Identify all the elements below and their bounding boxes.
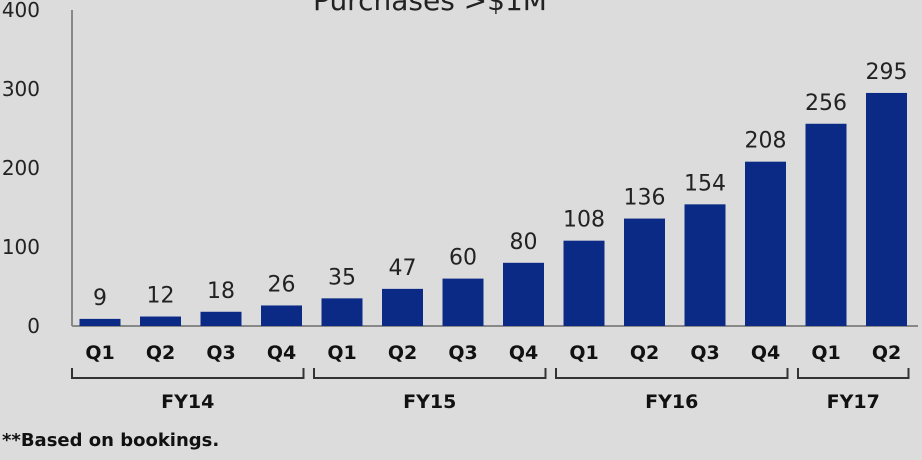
data-labels: 9 12 18 26 35 47 60 80 108 136 154 208 256 295	[93, 60, 908, 311]
y-tick-label: 100	[2, 235, 40, 259]
category-label: Q4	[267, 342, 296, 364]
category-label: Q1	[85, 342, 114, 364]
bar	[563, 240, 605, 326]
group-bracket	[797, 368, 910, 379]
category-label: Q1	[569, 342, 598, 364]
category-label: Q4	[751, 342, 780, 364]
bar	[321, 298, 363, 326]
footnote: **Based on bookings.	[2, 430, 220, 451]
category-labels: Q1 Q2 Q3 Q4 Q1 Q2 Q3 Q4 Q1 Q2 Q3 Q4 Q1 Q2	[85, 342, 901, 364]
group-label: FY16	[645, 391, 698, 413]
data-label: 80	[510, 230, 538, 255]
data-label: 18	[207, 279, 235, 304]
category-label: Q3	[206, 342, 235, 364]
bar	[382, 288, 423, 326]
data-label: 35	[328, 265, 356, 290]
data-label: 295	[866, 60, 908, 85]
data-label: 47	[389, 256, 417, 281]
category-label: Q3	[448, 342, 477, 364]
data-label: 136	[624, 186, 666, 211]
bar	[503, 262, 544, 326]
category-label: Q2	[872, 342, 901, 364]
bar	[442, 278, 484, 326]
group-bracket	[71, 368, 305, 379]
bars	[79, 92, 907, 326]
y-tick-label: 300	[2, 77, 40, 101]
data-label: 154	[684, 171, 726, 196]
category-label: Q4	[509, 342, 538, 364]
data-label: 12	[147, 284, 175, 309]
category-label: Q3	[690, 342, 719, 364]
bar	[624, 218, 665, 326]
category-label: Q2	[630, 342, 659, 364]
y-axis-ticks: 0 100 200 300 400	[2, 0, 40, 338]
y-tick-label: 200	[2, 156, 40, 180]
data-label: 26	[268, 272, 296, 297]
group-bracket	[555, 368, 789, 379]
group-label: FY15	[403, 391, 456, 413]
group-label: FY14	[161, 391, 214, 413]
data-label: 108	[563, 208, 605, 233]
y-tick-label: 400	[2, 0, 40, 22]
bar	[140, 316, 181, 326]
chart-title: Purchases >$1M	[313, 0, 547, 17]
data-label: 208	[745, 129, 787, 154]
group-label: FY17	[827, 391, 880, 413]
category-label: Q1	[327, 342, 356, 364]
category-label: Q2	[388, 342, 417, 364]
bar	[200, 311, 242, 326]
data-label: 256	[805, 91, 847, 116]
bar	[684, 204, 726, 326]
bar	[79, 318, 121, 326]
y-tick-label: 0	[27, 314, 40, 338]
category-label: Q2	[146, 342, 175, 364]
bar	[745, 161, 786, 326]
bar	[261, 305, 302, 326]
bar	[805, 123, 847, 326]
data-label: 9	[93, 286, 107, 311]
data-label: 60	[449, 246, 477, 271]
bar	[866, 92, 907, 326]
category-label: Q1	[811, 342, 840, 364]
group-bracket	[313, 368, 547, 379]
group-brackets: FY14 FY15 FY16 FY17	[71, 368, 910, 413]
